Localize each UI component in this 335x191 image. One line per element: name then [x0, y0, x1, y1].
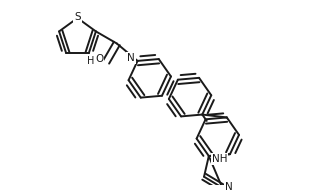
- Text: NH: NH: [212, 154, 227, 164]
- Text: O: O: [95, 54, 103, 64]
- Text: N: N: [127, 53, 135, 63]
- Text: N: N: [225, 182, 233, 191]
- Text: S: S: [74, 12, 81, 22]
- Text: H: H: [87, 56, 94, 66]
